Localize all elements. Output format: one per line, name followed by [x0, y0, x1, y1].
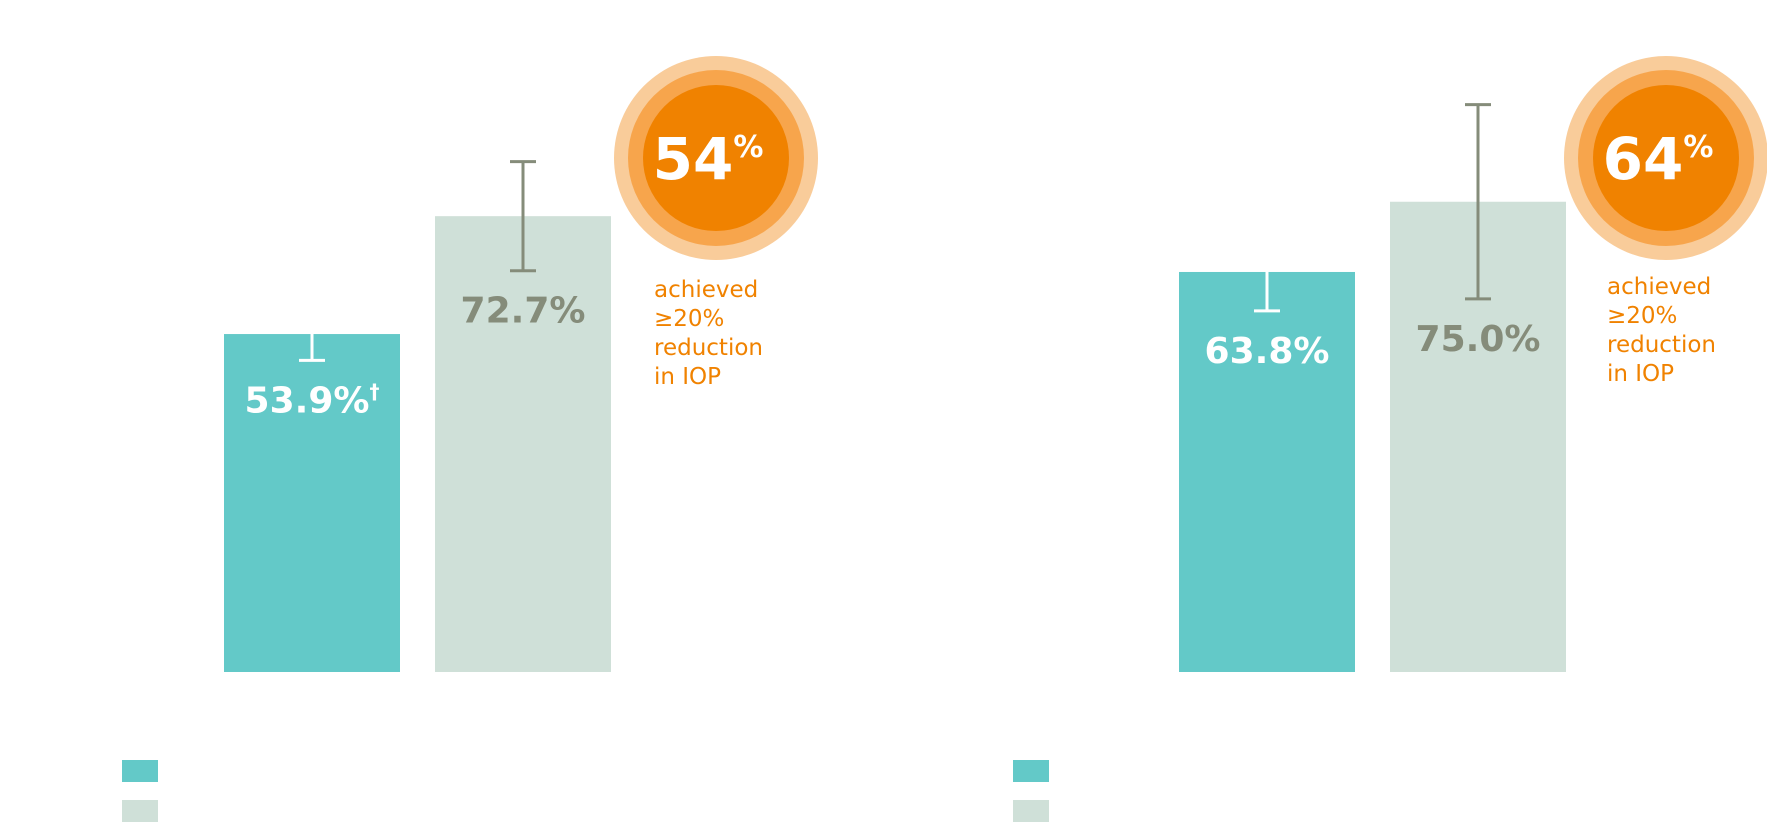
chart-right: 63.8% 75.0% 64% achieved ≥20% reduction in IOP [1013, 56, 1767, 822]
legend-swatch-series-2 [122, 800, 158, 822]
badge-value: 54% [653, 125, 764, 193]
callout-line: in IOP [654, 364, 721, 390]
error-bar [510, 160, 536, 273]
bar-value-label: 63.8% [1205, 331, 1330, 372]
legend-swatch-series-1 [122, 760, 158, 782]
error-bar [1465, 103, 1491, 301]
callout-line: reduction [1607, 332, 1716, 358]
percent-badge: 54% [614, 56, 818, 260]
error-bar [1254, 233, 1280, 313]
legend-swatch-series-1 [1013, 760, 1049, 782]
bar-series-1 [224, 334, 400, 672]
bar-series-1 [1179, 271, 1355, 672]
bar-value-label: 75.0% [1416, 319, 1541, 360]
bar-series-2 [435, 216, 611, 672]
bar-value-label: 53.9%† [245, 379, 380, 421]
callout-line: achieved [654, 277, 758, 303]
callout-line: ≥20% [1607, 303, 1677, 329]
legend-swatch-series-2 [1013, 800, 1049, 822]
callout-line: ≥20% [654, 306, 724, 332]
callout-line: reduction [654, 335, 763, 361]
callout-line: in IOP [1607, 361, 1674, 387]
percent-badge: 64% [1564, 56, 1767, 260]
error-bar [299, 307, 325, 362]
bar-value-label: 72.7% [461, 291, 586, 332]
callout-line: achieved [1607, 274, 1711, 300]
chart-left: 53.9%† 72.7% 54% achieved ≥20% reduction in IO… [122, 56, 818, 822]
badge-value: 64% [1603, 125, 1714, 193]
